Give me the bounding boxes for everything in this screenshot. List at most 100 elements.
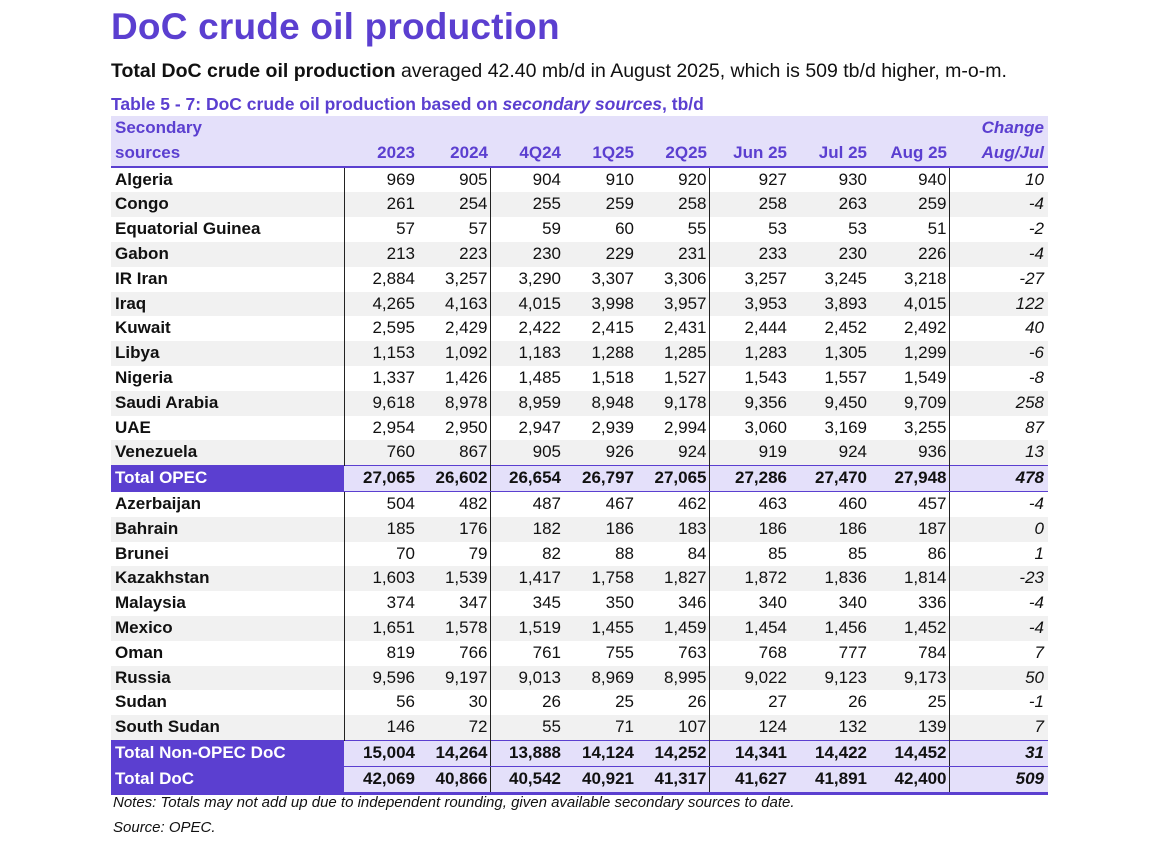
table-cell: 905	[490, 440, 563, 466]
table-cell: 2,452	[789, 316, 869, 342]
table-cell: 146	[344, 715, 417, 741]
table-cell: 14,422	[789, 739, 869, 767]
table-caption: Table 5 - 7: DoC crude oil production ba…	[111, 94, 704, 115]
table-cell: 1,153	[344, 341, 417, 366]
production-table: Secondary Change sources 2023 2024 4Q24 1Q2…	[111, 116, 1048, 795]
table-cell: 14,124	[563, 739, 636, 767]
table-cell: 3,257	[709, 266, 789, 292]
table-cell: 26,797	[563, 465, 636, 492]
table-cell: 41,317	[636, 765, 710, 795]
caption-unit: , tb/d	[662, 94, 704, 114]
table-cell: 41,891	[789, 765, 869, 795]
table-cell: 777	[789, 640, 869, 666]
table-cell: 261	[344, 192, 417, 218]
table-cell: 504	[344, 491, 417, 517]
table-cell: 919	[709, 440, 789, 466]
change-cell: 31	[949, 739, 1048, 767]
table-cell: 940	[869, 166, 950, 193]
table-cell: 79	[417, 541, 491, 567]
table-cell: 467	[563, 491, 636, 517]
table-cell: 9,450	[789, 390, 869, 416]
table-cell: 226	[869, 241, 950, 267]
table-cell: 186	[789, 516, 869, 542]
column-header: Jul 25	[789, 140, 869, 168]
header-name-line2: sources	[111, 140, 344, 168]
change-cell: -4	[949, 491, 1048, 517]
table-cell: 9,618	[344, 390, 417, 416]
table-cell: 233	[709, 241, 789, 267]
table-cell: 1,092	[417, 341, 491, 366]
table-cell: 457	[869, 491, 950, 517]
table-cell: 2,950	[417, 415, 491, 441]
table-cell: 340	[789, 591, 869, 616]
table-cell: 760	[344, 440, 417, 466]
table-cell: 4,015	[490, 291, 563, 317]
change-cell: 50	[949, 665, 1048, 691]
table-cell: 1,836	[789, 566, 869, 592]
table-cell: 1,305	[789, 341, 869, 366]
table-cell: 107	[636, 715, 710, 741]
table-cell: 1,288	[563, 341, 636, 366]
table-row: Saudi Arabia 9,618 8,978 8,959 8,948 9,178 9,3…	[111, 390, 1048, 416]
table-cell: 53	[789, 217, 869, 242]
table-cell: 3,245	[789, 266, 869, 292]
change-cell: -2	[949, 217, 1048, 242]
header-change-line2: Aug/Jul	[949, 140, 1048, 168]
table-cell: 14,341	[709, 739, 789, 767]
table-cell: 231	[636, 241, 710, 267]
row-label: Azerbaijan	[111, 491, 345, 517]
row-label: Russia	[111, 665, 345, 691]
table-cell: 57	[344, 217, 417, 242]
table-cell: 2,431	[636, 316, 710, 342]
table-row: Libya 1,153 1,092 1,183 1,288 1,285 1,283 1,305…	[111, 341, 1048, 366]
table-cell: 182	[490, 516, 563, 542]
table-cell: 124	[709, 715, 789, 741]
page-title: DoC crude oil production	[111, 6, 560, 47]
table-cell: 41,627	[709, 765, 789, 795]
table-row: Brunei 70 79 82 88 84 85 85 86 1	[111, 541, 1048, 567]
table-cell: 487	[490, 491, 563, 517]
column-header: Aug 25	[869, 140, 949, 168]
row-label: Iraq	[111, 291, 345, 317]
table-cell: 259	[869, 192, 950, 218]
table-cell: 53	[709, 217, 789, 242]
table-cell: 26,602	[417, 465, 491, 492]
table-cell: 784	[869, 640, 950, 666]
table-cell: 40,921	[563, 765, 636, 795]
row-label: Venezuela	[111, 440, 345, 466]
table-cell: 88	[563, 541, 636, 567]
table-row: Venezuela 760 867 905 926 924 919 924 936 13	[111, 440, 1048, 466]
table-cell: 176	[417, 516, 491, 542]
header-name-line1: Secondary	[111, 116, 344, 141]
table-cell: 1,485	[490, 365, 563, 391]
table-cell: 1,814	[869, 566, 950, 592]
table-cell: 969	[344, 166, 417, 193]
table-cell: 1,519	[490, 615, 563, 641]
table-cell: 213	[344, 241, 417, 267]
change-cell: 87	[949, 415, 1048, 441]
table-cell: 3,307	[563, 266, 636, 292]
row-label: Kazakhstan	[111, 566, 345, 592]
table-cell: 3,060	[709, 415, 789, 441]
table-cell: 27,286	[709, 465, 789, 492]
table-cell: 1,827	[636, 566, 710, 592]
change-cell: 13	[949, 440, 1048, 466]
table-cell: 930	[789, 166, 869, 193]
table-cell: 27	[709, 690, 789, 716]
table-cell: 230	[789, 241, 869, 267]
row-label: Brunei	[111, 541, 345, 567]
table-cell: 9,173	[869, 665, 950, 691]
table-cell: 3,893	[789, 291, 869, 317]
table-cell: 346	[636, 591, 710, 616]
row-label: Gabon	[111, 241, 345, 267]
table-cell: 27,470	[789, 465, 869, 492]
column-header: 4Q24	[490, 140, 563, 168]
column-header: 2024	[417, 140, 490, 168]
table-cell: 926	[563, 440, 636, 466]
table-cell: 819	[344, 640, 417, 666]
table-cell: 3,306	[636, 266, 710, 292]
row-label: Congo	[111, 192, 345, 218]
table-cell: 2,994	[636, 415, 710, 441]
row-label: UAE	[111, 415, 345, 441]
table-row: Kazakhstan 1,603 1,539 1,417 1,758 1,827 1,872…	[111, 566, 1048, 592]
